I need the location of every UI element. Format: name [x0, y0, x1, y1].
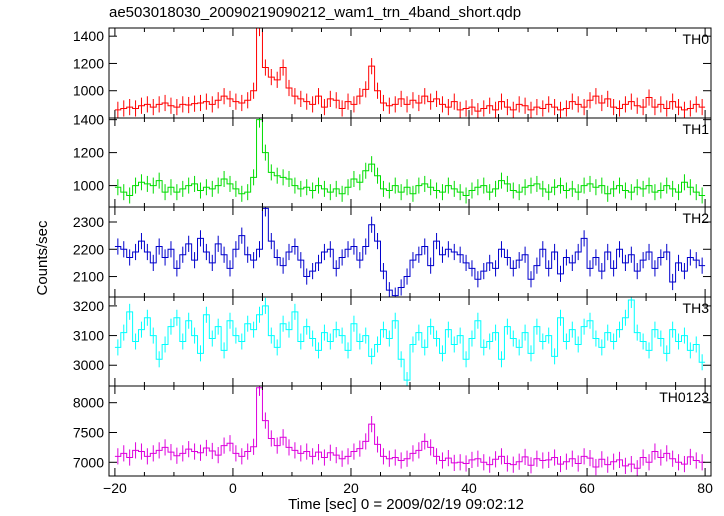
x-tick-label: 80: [697, 480, 713, 496]
panel-th3: 3000 3100 3200 TH3: [73, 296, 712, 387]
chart-title: ae503018030_20090219090212_wam1_trn_4ban…: [109, 4, 521, 21]
y-tick-label: 2100: [73, 269, 104, 285]
panel-name-label: TH0123: [659, 389, 709, 405]
series-th1: [114, 118, 706, 204]
panel-th2: 2100 2200 2300 TH2: [73, 206, 712, 298]
y-tick-label: 1400: [73, 112, 104, 128]
panels-group: 1000 1200 1400 TH0 1000 1200 1400 TH1 2100 2200 23…: [73, 27, 713, 496]
step-line-th3: [114, 299, 706, 381]
y-tick-label: 7500: [73, 424, 104, 440]
y-tick-label: 3100: [73, 328, 104, 344]
x-tick-label: 20: [343, 480, 359, 496]
y-tick-label: 1200: [73, 55, 104, 71]
y-tick-label: 1200: [73, 145, 104, 161]
series-th0: [114, 28, 706, 118]
y-tick-label: 3200: [73, 298, 104, 314]
y-tick-label: 1400: [73, 28, 104, 44]
panel-frame: [108, 385, 712, 477]
x-tick-label: 60: [579, 480, 595, 496]
series-th3: [114, 297, 706, 386]
y-tick-label: 7000: [73, 454, 104, 470]
y-tick-label: 1000: [73, 83, 104, 99]
panel-th1: 1000 1200 1400 TH1: [73, 112, 712, 208]
series-th0123: [114, 386, 706, 476]
panel-th0: 1000 1200 1400 TH0: [73, 27, 712, 119]
y-tick-label: 2200: [73, 241, 104, 257]
step-line-th2: [114, 207, 706, 297]
panel-name-label: TH2: [683, 210, 710, 226]
step-line-th0123: [114, 387, 706, 469]
y-tick-label: 8000: [73, 395, 104, 411]
panel-name-label: TH1: [683, 121, 710, 137]
series-th2: [114, 207, 706, 297]
y-tick-label: 1000: [73, 178, 104, 194]
x-tick-label: 40: [461, 480, 477, 496]
x-axis-label: Time [sec] 0 = 2009/02/19 09:02:12: [288, 496, 524, 513]
y-axis-label: Counts/sec: [34, 220, 51, 296]
panel-name-label: TH0: [683, 31, 710, 47]
y-tick-label: 2300: [73, 214, 104, 230]
panel-th0123: 7000 7500 8000 TH0123: [73, 385, 712, 477]
panel-frame: [108, 206, 712, 298]
x-tick-label: −20: [103, 480, 127, 496]
panel-name-label: TH3: [683, 300, 710, 316]
x-tick-label: 0: [229, 480, 237, 496]
step-line-th1: [114, 119, 706, 196]
step-line-th0: [114, 28, 706, 112]
y-tick-label: 3000: [73, 357, 104, 373]
